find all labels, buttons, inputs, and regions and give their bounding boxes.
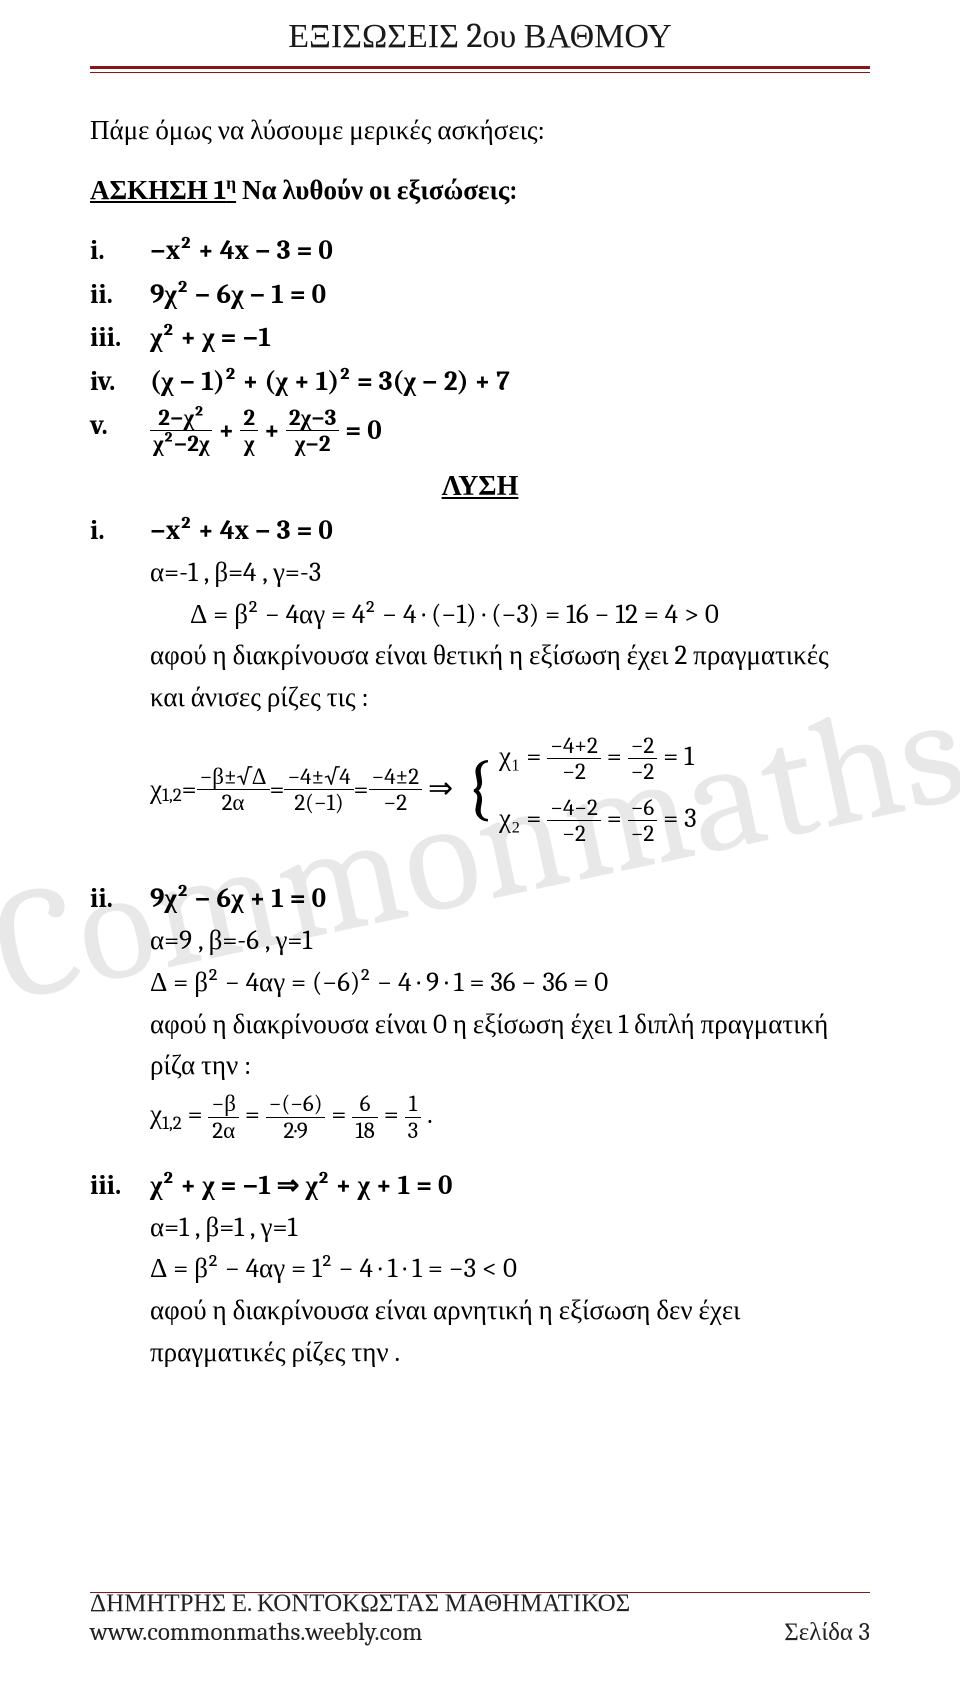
sol-i-num: i.	[90, 510, 150, 552]
sol-iii-line2: πραγματικές ρίζες την .	[150, 1332, 870, 1374]
item-v-num: v.	[90, 405, 150, 447]
item-iii: χ² + χ = −1	[150, 317, 870, 359]
item-i: −x² + 4x − 3 = 0	[150, 230, 870, 272]
item-ii: 9χ² − 6χ − 1 = 0	[150, 274, 870, 316]
sol-ii-eq: 9χ² − 6χ + 1 = 0	[150, 878, 870, 920]
exercise-label: ΑΣΚΗΣΗ 1	[90, 175, 226, 206]
sol-i-line1: αφού η διακρίνουσα είναι θετική η εξίσωσ…	[150, 635, 870, 677]
sol-ii-line2: ρίζα την :	[150, 1045, 870, 1087]
sol-i-line2: και άνισες ρίζες τις :	[150, 677, 870, 719]
sol-i-coef: α=-1 , β=4 , γ=-3	[150, 552, 870, 594]
item-i-num: i.	[90, 230, 150, 272]
item-iv: (χ − 1)² + (χ + 1)² = 3(χ − 2) + 7	[150, 361, 870, 403]
sol-iii-line1: αφού η διακρίνουσα είναι αρνητική η εξίσ…	[150, 1290, 870, 1332]
sol-ii-disc: Δ = β² − 4αγ = (−6)² − 4 · 9 · 1 = 36 − …	[150, 962, 870, 1004]
sol-iii-num: iii.	[90, 1165, 150, 1207]
sol-i-disc: Δ = β² − 4αγ = 4² − 4 · (−1) · (−3) = 16…	[190, 594, 870, 636]
sol-i-eq: −x² + 4x − 3 = 0	[150, 510, 870, 552]
footer-left: ΔΗΜΗΤΡΗΣ Ε. ΚΟΝΤΟΚΩΣΤΑΣ ΜΑΘΗΜΑΤΙΚΟΣ www.…	[90, 1589, 630, 1647]
sol-iii-disc: Δ = β² − 4αγ = 1² − 4 · 1 · 1 = −3 < 0	[150, 1248, 870, 1290]
item-ii-num: ii.	[90, 274, 150, 316]
solution-heading: ΛΥΣΗ	[90, 465, 870, 508]
page-title: ΕΞΙΣΩΣΕΙΣ 2ου ΒΑΘΜΟΥ	[0, 16, 960, 56]
exercise-sup: η	[226, 174, 236, 194]
sol-ii-coef: α=9 , β=-6 , γ=1	[150, 920, 870, 962]
header-rule-thick	[90, 66, 870, 69]
sol-iii-coef: α=1 , β=1 , γ=1	[150, 1207, 870, 1249]
header-rule-thin	[90, 72, 870, 73]
item-v: 2−χ²χ²−2χ + 2χ + 2χ−3χ−2 = 0	[150, 405, 870, 456]
sol-ii-num: ii.	[90, 878, 150, 920]
sol-ii-roots: χ1,2 = −β2α = −(−6)2·9 = 618 = 13 .	[150, 1091, 870, 1142]
sol-i-roots: χ1,2 = −β±√Δ2α = −4±√42(−1) = −4±2−2 ⇒ {…	[150, 733, 870, 846]
item-iv-num: iv.	[90, 361, 150, 403]
footer-page: Σελίδα 3	[784, 1618, 870, 1647]
sol-ii-line1: αφού η διακρίνουσα είναι 0 η εξίσωση έχε…	[150, 1004, 870, 1046]
item-iii-num: iii.	[90, 317, 150, 359]
intro-text: Πάμε όμως να λύσουμε μερικές ασκήσεις:	[90, 110, 870, 152]
exercise-rest: Να λυθούν οι εξισώσεις:	[236, 175, 517, 206]
sol-iii-eq: χ² + χ = −1 ⇒ χ² + χ + 1 = 0	[150, 1165, 870, 1207]
